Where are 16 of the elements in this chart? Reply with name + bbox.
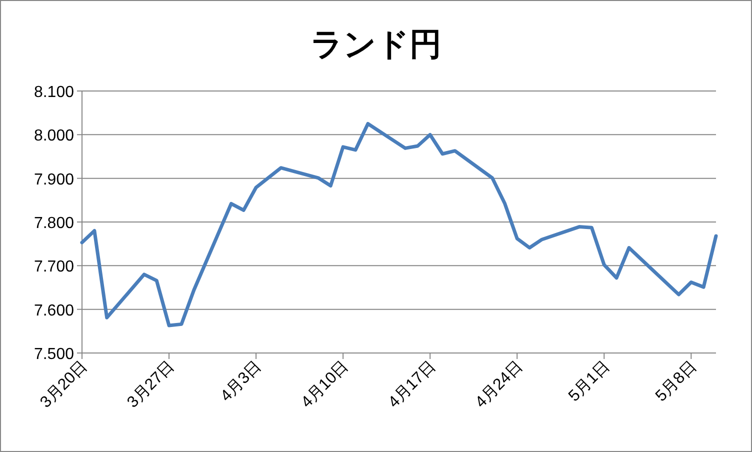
y-tick-label: 7.500 xyxy=(34,346,74,363)
x-tick-label: 4月17日 xyxy=(385,358,439,412)
y-tick-label: 8.100 xyxy=(34,84,74,101)
x-tick-label: 5月8日 xyxy=(652,358,700,406)
y-tick-label: 7.600 xyxy=(34,302,74,320)
x-tick-label: 4月24日 xyxy=(472,358,526,412)
y-tick-label: 7.800 xyxy=(34,215,74,232)
y-tick-label: 8.000 xyxy=(34,128,74,145)
chart-title: ランド円 xyxy=(310,26,442,62)
y-tick-label: 7.700 xyxy=(34,258,74,276)
x-tick-label: 3月27日 xyxy=(124,358,178,412)
line-series xyxy=(80,122,718,328)
x-tick-label: 4月3日 xyxy=(218,358,265,406)
x-tick-label: 4月10日 xyxy=(298,358,352,412)
y-tick-label: 7.900 xyxy=(34,171,74,188)
x-tick-label: 5月1日 xyxy=(566,358,613,406)
